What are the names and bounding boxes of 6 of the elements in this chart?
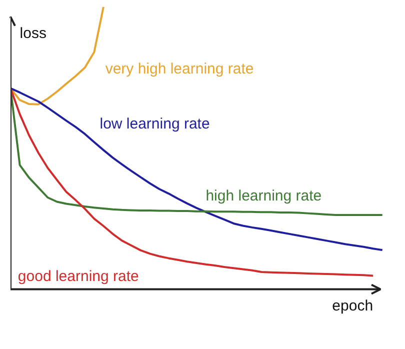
series-label: very high learning rate [105,60,254,78]
y-axis-title: loss [20,25,46,42]
series-label: low learning rate [100,116,210,133]
series-label: high learning rate [206,188,322,205]
series-label: good learning rate [18,268,139,286]
x-axis-title: epoch [332,298,374,315]
